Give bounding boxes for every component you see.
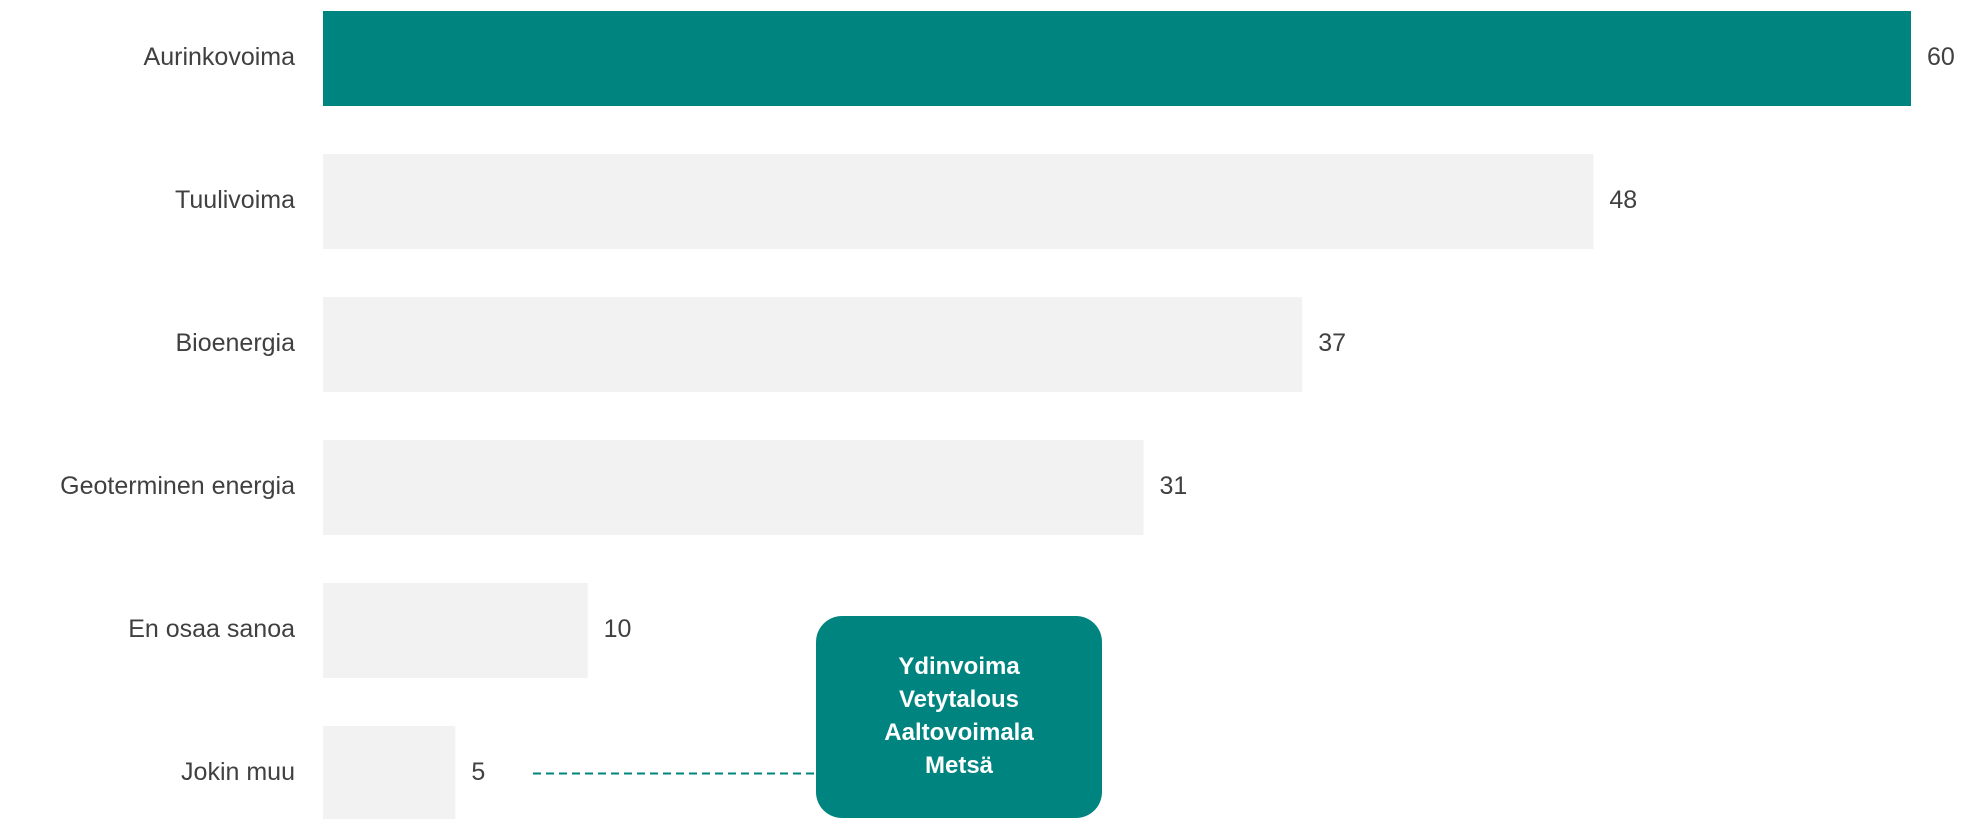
bar [323, 440, 1144, 535]
callout-text: Ydinvoima [898, 653, 1020, 680]
bar [323, 583, 588, 678]
value-label: 5 [471, 758, 485, 786]
value-label: 60 [1927, 43, 1955, 71]
bar [323, 726, 456, 819]
category-label: Tuulivoima [175, 186, 295, 214]
callout-text: Aaltovoimala [884, 719, 1034, 746]
bar [323, 154, 1594, 249]
callout-box [816, 616, 1102, 818]
category-label: Bioenergia [175, 329, 295, 357]
callout-text: Vetytalous [899, 686, 1019, 713]
value-label: 37 [1318, 329, 1346, 357]
category-label: Geoterminen energia [60, 472, 295, 500]
category-label: En osaa sanoa [128, 615, 295, 643]
category-label: Jokin muu [181, 758, 295, 786]
category-label: Aurinkovoima [144, 43, 296, 71]
bar [323, 11, 1911, 106]
callout-text: Metsä [925, 752, 994, 779]
value-label: 31 [1159, 472, 1187, 500]
value-label: 10 [604, 615, 632, 643]
value-label: 48 [1609, 186, 1637, 214]
bar [323, 297, 1303, 392]
